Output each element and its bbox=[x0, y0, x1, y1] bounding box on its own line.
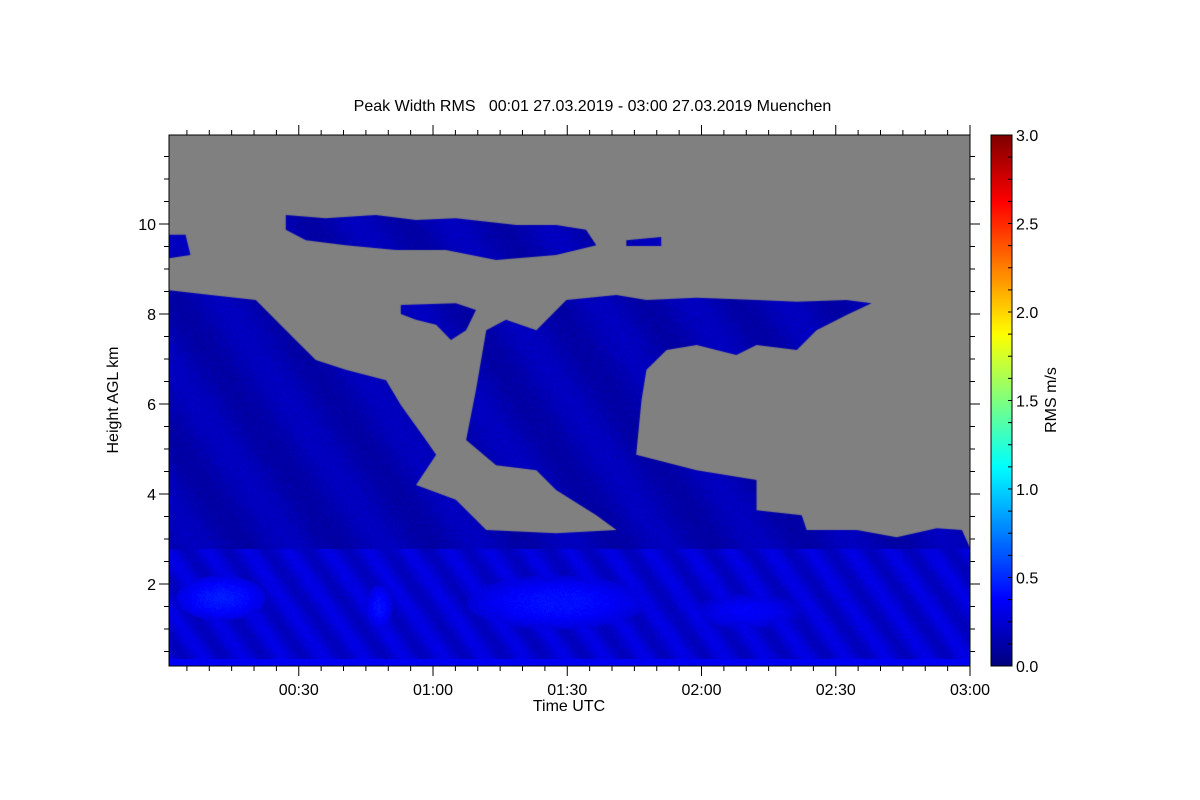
colorbar-tick-label: 2.5 bbox=[1016, 217, 1038, 234]
colorbar-tick-label: 1.0 bbox=[1016, 482, 1038, 499]
x-tick-label: 01:00 bbox=[413, 682, 453, 699]
x-tick-label: 00:30 bbox=[279, 682, 319, 699]
y-tick-label: 4 bbox=[147, 487, 156, 504]
x-tick-label: 02:00 bbox=[681, 682, 721, 699]
y-tick-label: 6 bbox=[147, 397, 156, 414]
x-tick-label: 03:00 bbox=[950, 682, 990, 699]
chart-title: Peak Width RMS 00:01 27.03.2019 - 03:00 … bbox=[353, 98, 832, 115]
colorbar-tick-label: 2.0 bbox=[1016, 305, 1038, 322]
x-tick-label: 02:30 bbox=[816, 682, 856, 699]
x-tick-label: 01:30 bbox=[547, 682, 587, 699]
y-tick-label: 10 bbox=[138, 217, 156, 234]
cloud-region-cirrus-band bbox=[286, 215, 597, 260]
colorbar-canvas bbox=[991, 135, 1012, 666]
heatmap-canvas bbox=[169, 135, 970, 666]
cloud-region-cirrus-small bbox=[626, 237, 661, 246]
plot-frame bbox=[168, 134, 971, 667]
colorbar-tick-label: 1.5 bbox=[1016, 394, 1038, 411]
x-axis-label: Time UTC bbox=[532, 698, 606, 715]
cloud-region-mid-patch bbox=[401, 303, 476, 340]
y-tick-label: 2 bbox=[147, 577, 156, 594]
cloud-region-cirrus-left bbox=[169, 235, 190, 258]
colorbar-tick-label: 0.5 bbox=[1016, 571, 1038, 588]
y-tick-label: 8 bbox=[147, 307, 156, 324]
colorbar-tick-label: 3.0 bbox=[1016, 128, 1038, 145]
cloud-region-main-cloud bbox=[169, 290, 970, 666]
colorbar-tick-label: 0.0 bbox=[1016, 659, 1038, 676]
